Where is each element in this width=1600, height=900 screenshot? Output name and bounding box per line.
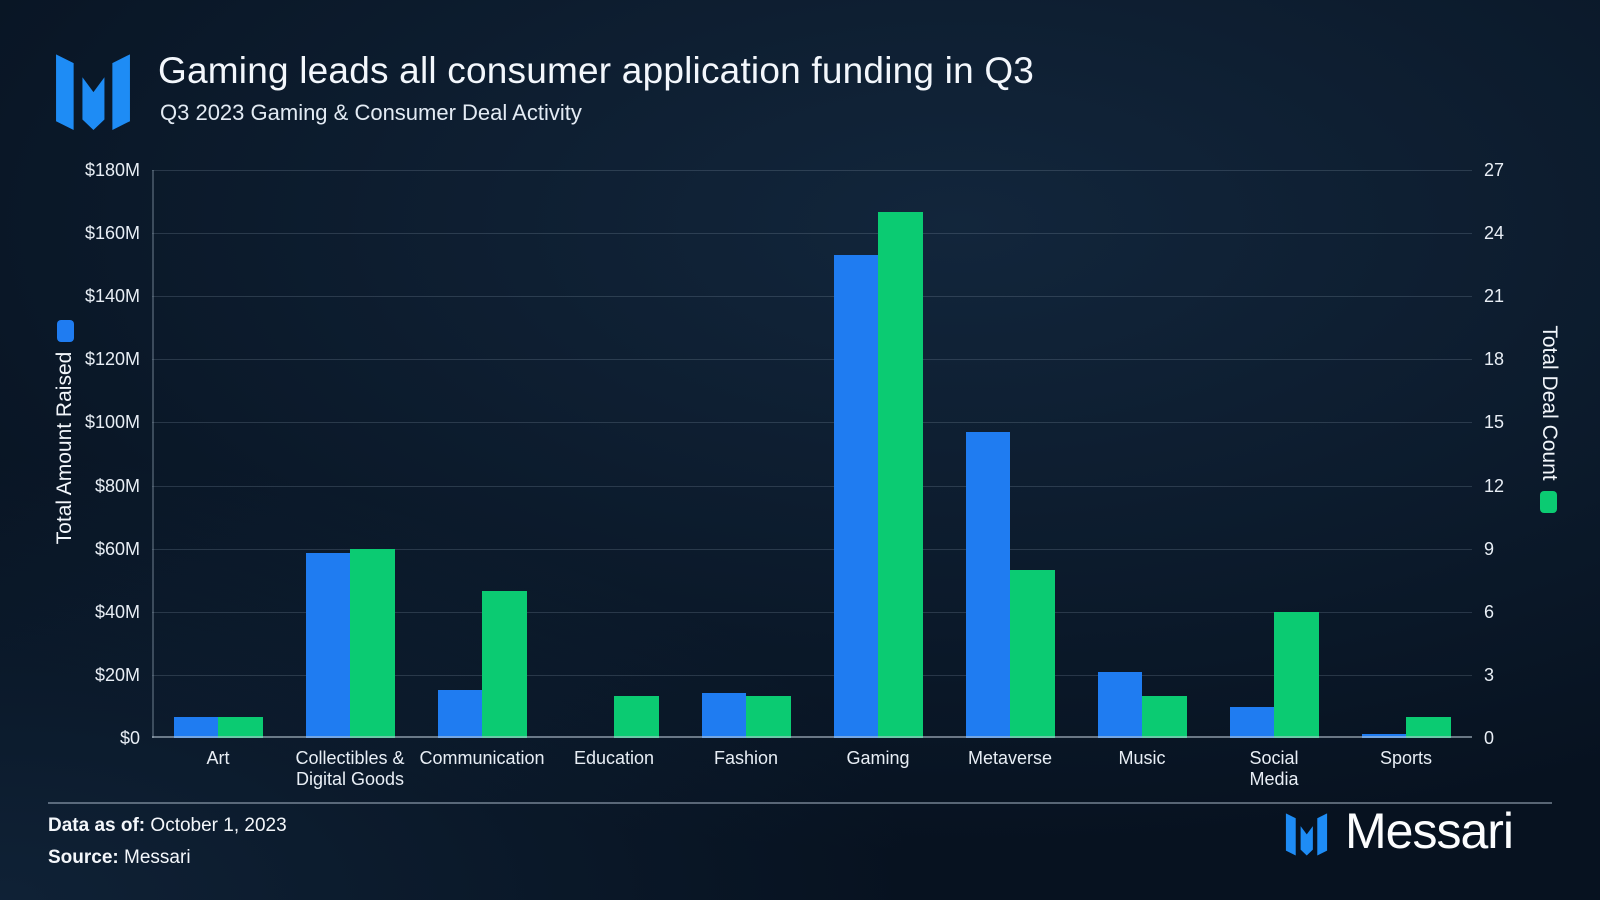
category-label: Gaming [846, 748, 910, 768]
page-subtitle: Q3 2023 Gaming & Consumer Deal Activity [160, 100, 582, 125]
y-axis-tick-right: 12 [1484, 475, 1505, 496]
gridline [152, 233, 1472, 235]
y-axis-tick-right: 15 [1484, 412, 1505, 433]
y-axis-tick-right: 9 [1484, 538, 1495, 559]
bar-amount-gaming [834, 255, 878, 738]
source-label: Source: [48, 847, 119, 868]
footer-divider [48, 802, 1552, 804]
gridline [152, 170, 1472, 171]
category-label: Collectibles & Digital Goods [295, 748, 405, 789]
category-label: Art [206, 748, 230, 768]
y-axis-tick-right: 0 [1484, 728, 1495, 748]
category-label: Music [1118, 748, 1166, 768]
category-label: Fashion [713, 748, 779, 768]
source-line: Source: Messari [48, 847, 191, 869]
y-axis-tick-right: 27 [1484, 160, 1505, 180]
amount-raised-legend-swatch-icon [56, 319, 74, 342]
page-title: Gaming leads all consumer application fu… [158, 50, 1035, 91]
footer-brand: Messari [1282, 803, 1514, 859]
y-axis-tick-left: $140M [84, 286, 140, 307]
bar-deals-gaming [878, 212, 923, 738]
bar-amount-collectibles-digital-goods [306, 553, 350, 738]
y-axis-tick-left: $80M [94, 475, 140, 496]
footer-messari-wordmark: Messari [1345, 803, 1514, 859]
y-axis-tick-left: $0 [119, 728, 140, 748]
bar-deals-education [614, 695, 659, 738]
y-axis-tick-left: $160M [84, 223, 140, 244]
y-axis-tick-left: $60M [94, 538, 140, 559]
gridline [152, 422, 1472, 424]
y-axis-tick-right: 24 [1484, 223, 1505, 244]
y-axis-tick-left: $40M [94, 601, 140, 622]
source-value: Messari [124, 847, 191, 868]
plot-area: $180M 27 $160M 24 $140M 21 $120M 18 $100M 15 $80M 1… [85, 160, 1504, 789]
bar-deals-music [1142, 695, 1187, 738]
y-axis-tick-left: $180M [84, 160, 140, 180]
category-label: Metaverse [967, 748, 1053, 768]
gridline [152, 359, 1472, 361]
y-axis-line [152, 170, 154, 738]
gridline [152, 674, 1472, 676]
category-label: Social Media [1249, 748, 1299, 789]
y-axis-tick-left: $120M [84, 349, 140, 370]
bar-deals-communication [482, 590, 527, 738]
bar-amount-communication [438, 690, 482, 738]
category-label: Education [573, 748, 655, 768]
y-axis-tick-left: $100M [84, 412, 140, 433]
y-axis-tick-right: 6 [1484, 601, 1495, 622]
bar-deals-art [218, 716, 263, 738]
left-axis-title-text: Total Amount Raised [53, 351, 76, 545]
gridline [152, 296, 1472, 298]
bar-amount-fashion [702, 692, 746, 738]
bar-amount-music [1098, 671, 1142, 738]
bar-amount-art [174, 716, 218, 738]
bar-deals-social-media [1274, 611, 1319, 738]
messari-logo-icon [56, 54, 130, 130]
gridline [152, 611, 1472, 613]
y-axis-tick-left: $20M [94, 664, 140, 685]
y-axis-tick-right: 18 [1484, 349, 1505, 370]
y-axis-tick-right: 3 [1484, 664, 1495, 685]
bar-amount-social-media [1230, 707, 1274, 738]
bar-deals-collectibles-digital-goods [350, 548, 395, 738]
bar-deals-metaverse [1010, 569, 1055, 738]
y-axis-tick-right: 21 [1484, 286, 1505, 307]
category-label: Communication [419, 748, 545, 768]
data-as-of-value: October 1, 2023 [150, 815, 287, 836]
gridline [152, 548, 1472, 550]
bar-deals-sports [1406, 716, 1451, 738]
footer-messari-logo-icon [1285, 813, 1328, 856]
gridline [152, 485, 1472, 487]
category-label: Sports [1379, 748, 1433, 768]
x-axis-line [152, 736, 1472, 738]
data-as-of-line: Data as of: October 1, 2023 [48, 815, 287, 837]
bar-deals-fashion [746, 695, 791, 738]
bar-amount-metaverse [966, 431, 1010, 738]
data-as-of-label: Data as of: [48, 815, 146, 836]
